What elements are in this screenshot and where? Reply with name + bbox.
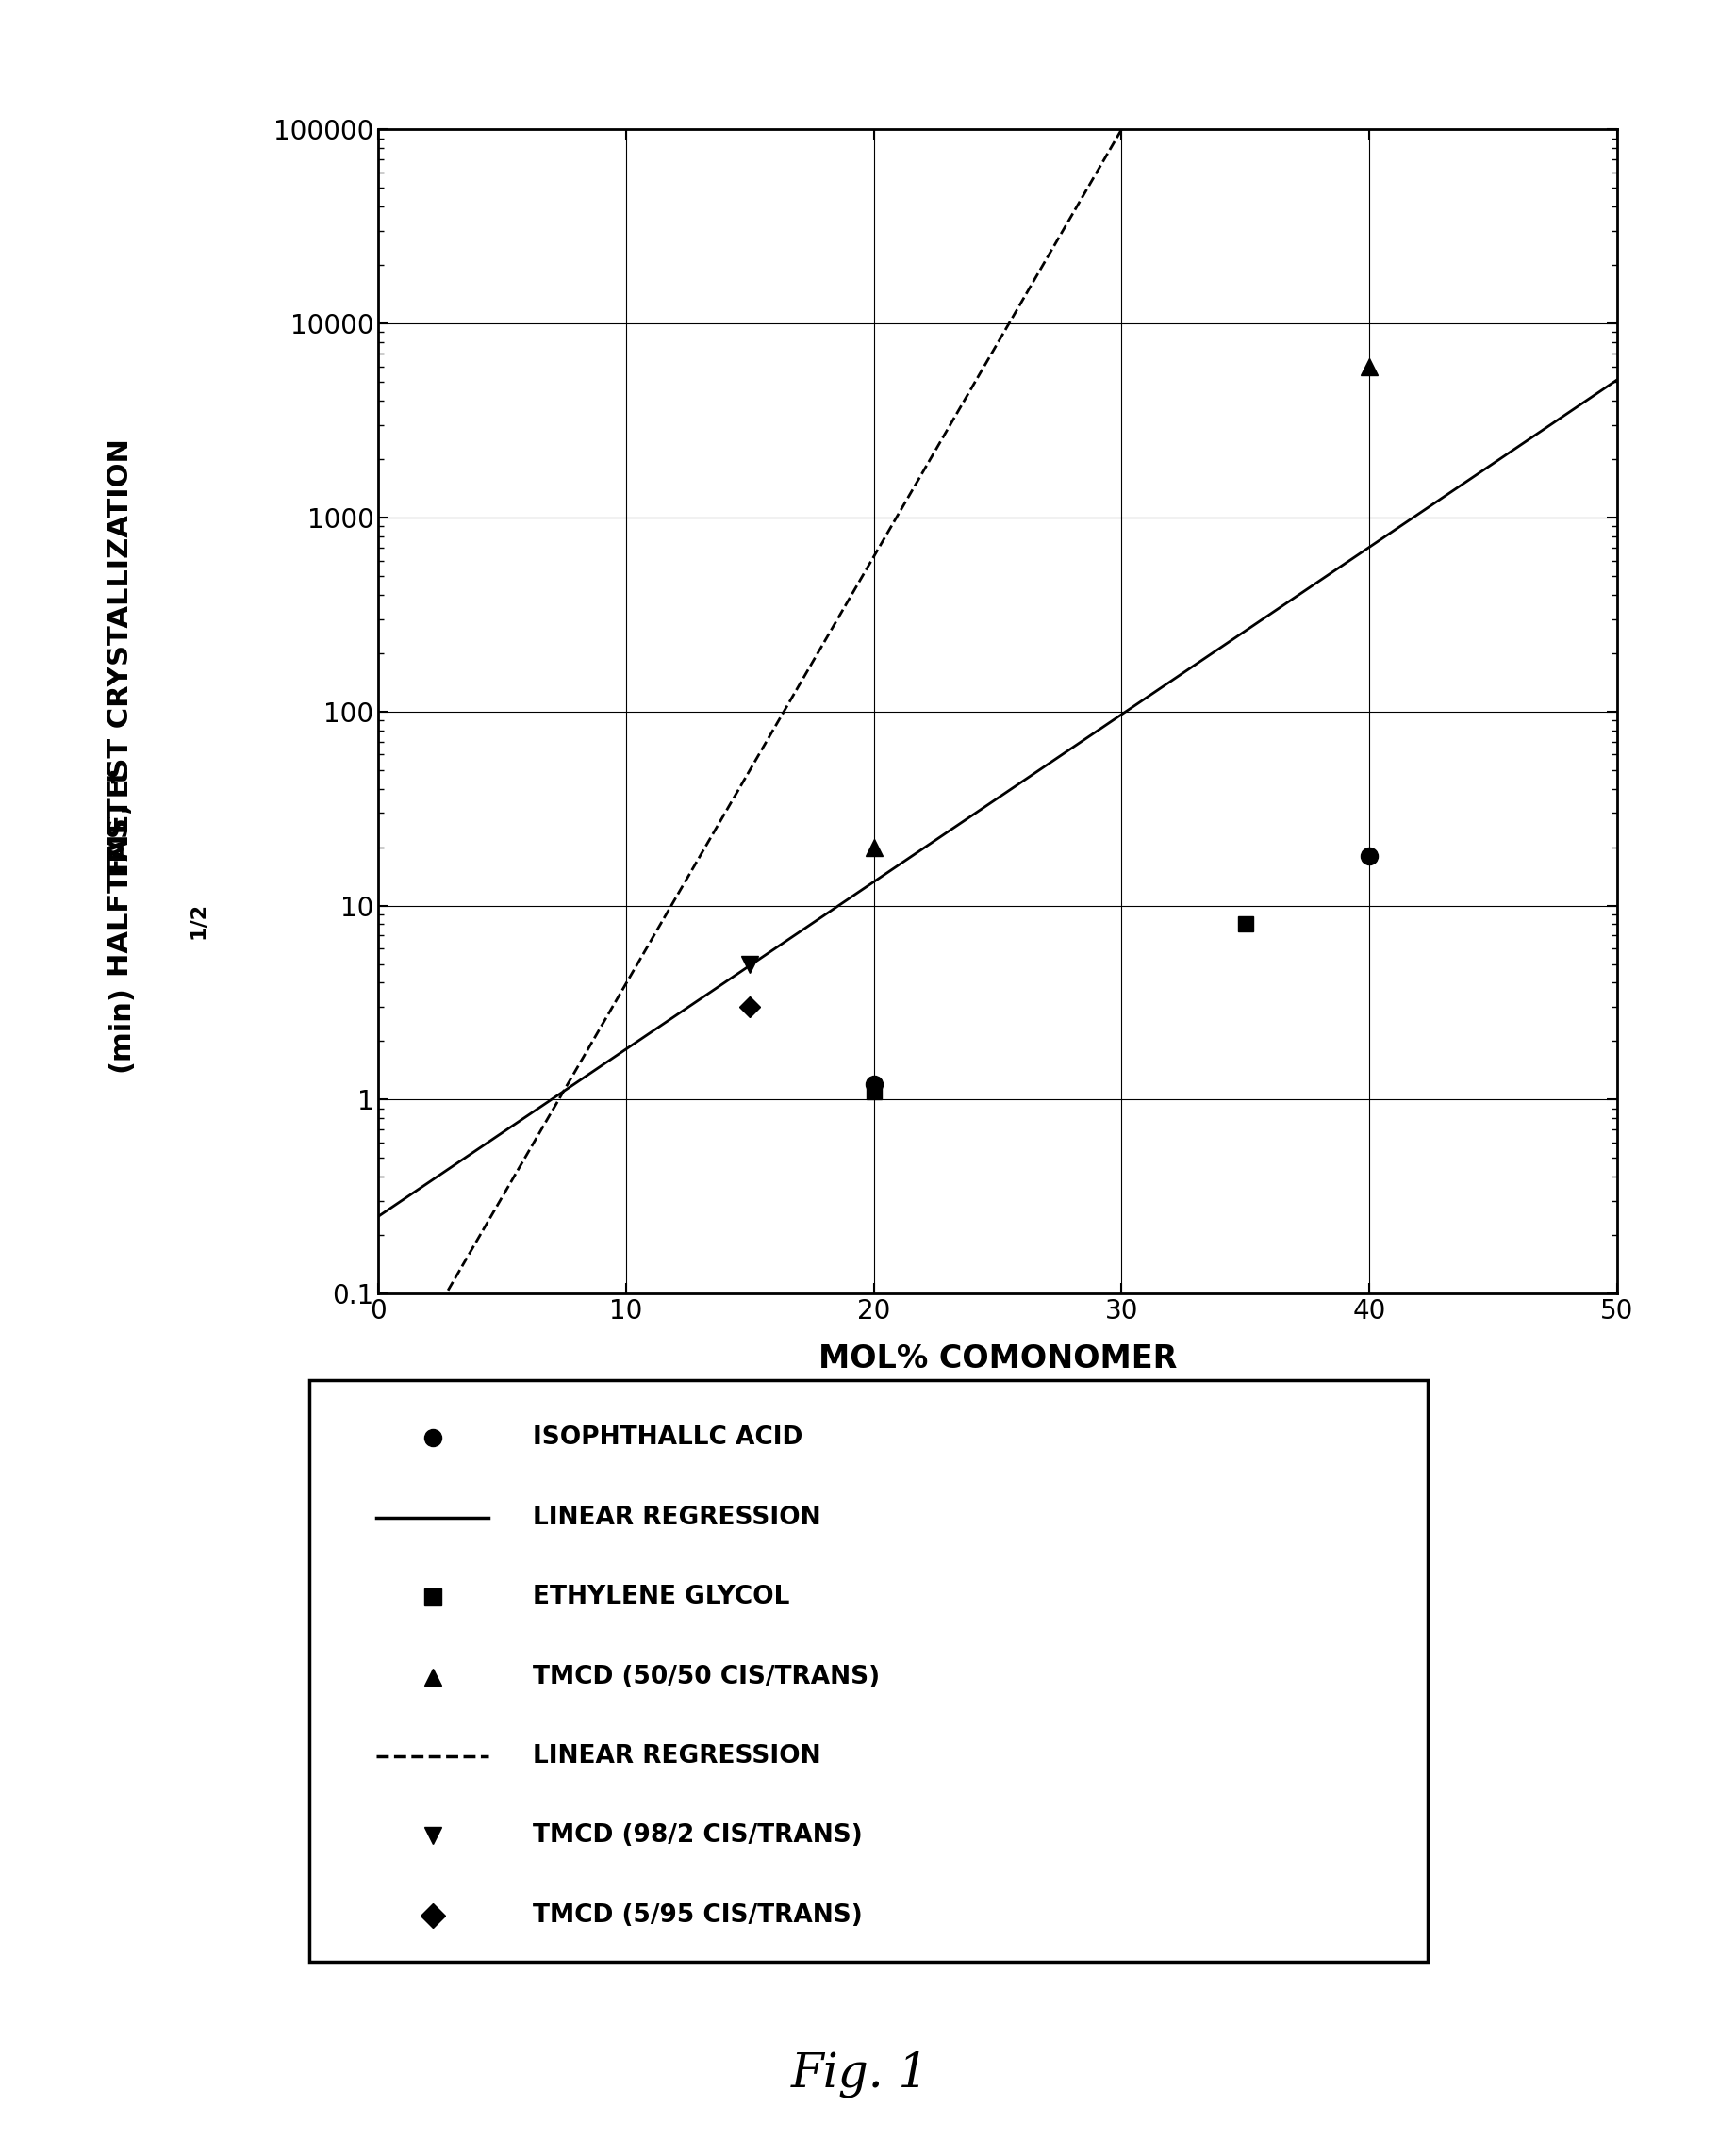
- X-axis label: MOL% COMONOMER: MOL% COMONOMER: [818, 1343, 1176, 1373]
- Text: TMCD (50/50 CIS/TRANS): TMCD (50/50 CIS/TRANS): [533, 1664, 880, 1688]
- Text: TMCD (98/2 CIS/TRANS): TMCD (98/2 CIS/TRANS): [533, 1824, 863, 1848]
- Text: HALFTIME,  t: HALFTIME, t: [107, 770, 134, 977]
- Text: 1/2: 1/2: [189, 901, 206, 940]
- Text: Fig. 1: Fig. 1: [791, 2050, 928, 2098]
- Text: LINEAR REGRESSION: LINEAR REGRESSION: [533, 1744, 822, 1768]
- Text: FASTEST CRYSTALLIZATION: FASTEST CRYSTALLIZATION: [107, 438, 134, 877]
- Text: ETHYLENE GLYCOL: ETHYLENE GLYCOL: [533, 1585, 789, 1608]
- Text: TMCD (5/95 CIS/TRANS): TMCD (5/95 CIS/TRANS): [533, 1904, 863, 1927]
- Text: LINEAR REGRESSION: LINEAR REGRESSION: [533, 1505, 822, 1531]
- Text: ISOPHTHALLC ACID: ISOPHTHALLC ACID: [533, 1425, 803, 1451]
- Text: (min): (min): [107, 985, 134, 1072]
